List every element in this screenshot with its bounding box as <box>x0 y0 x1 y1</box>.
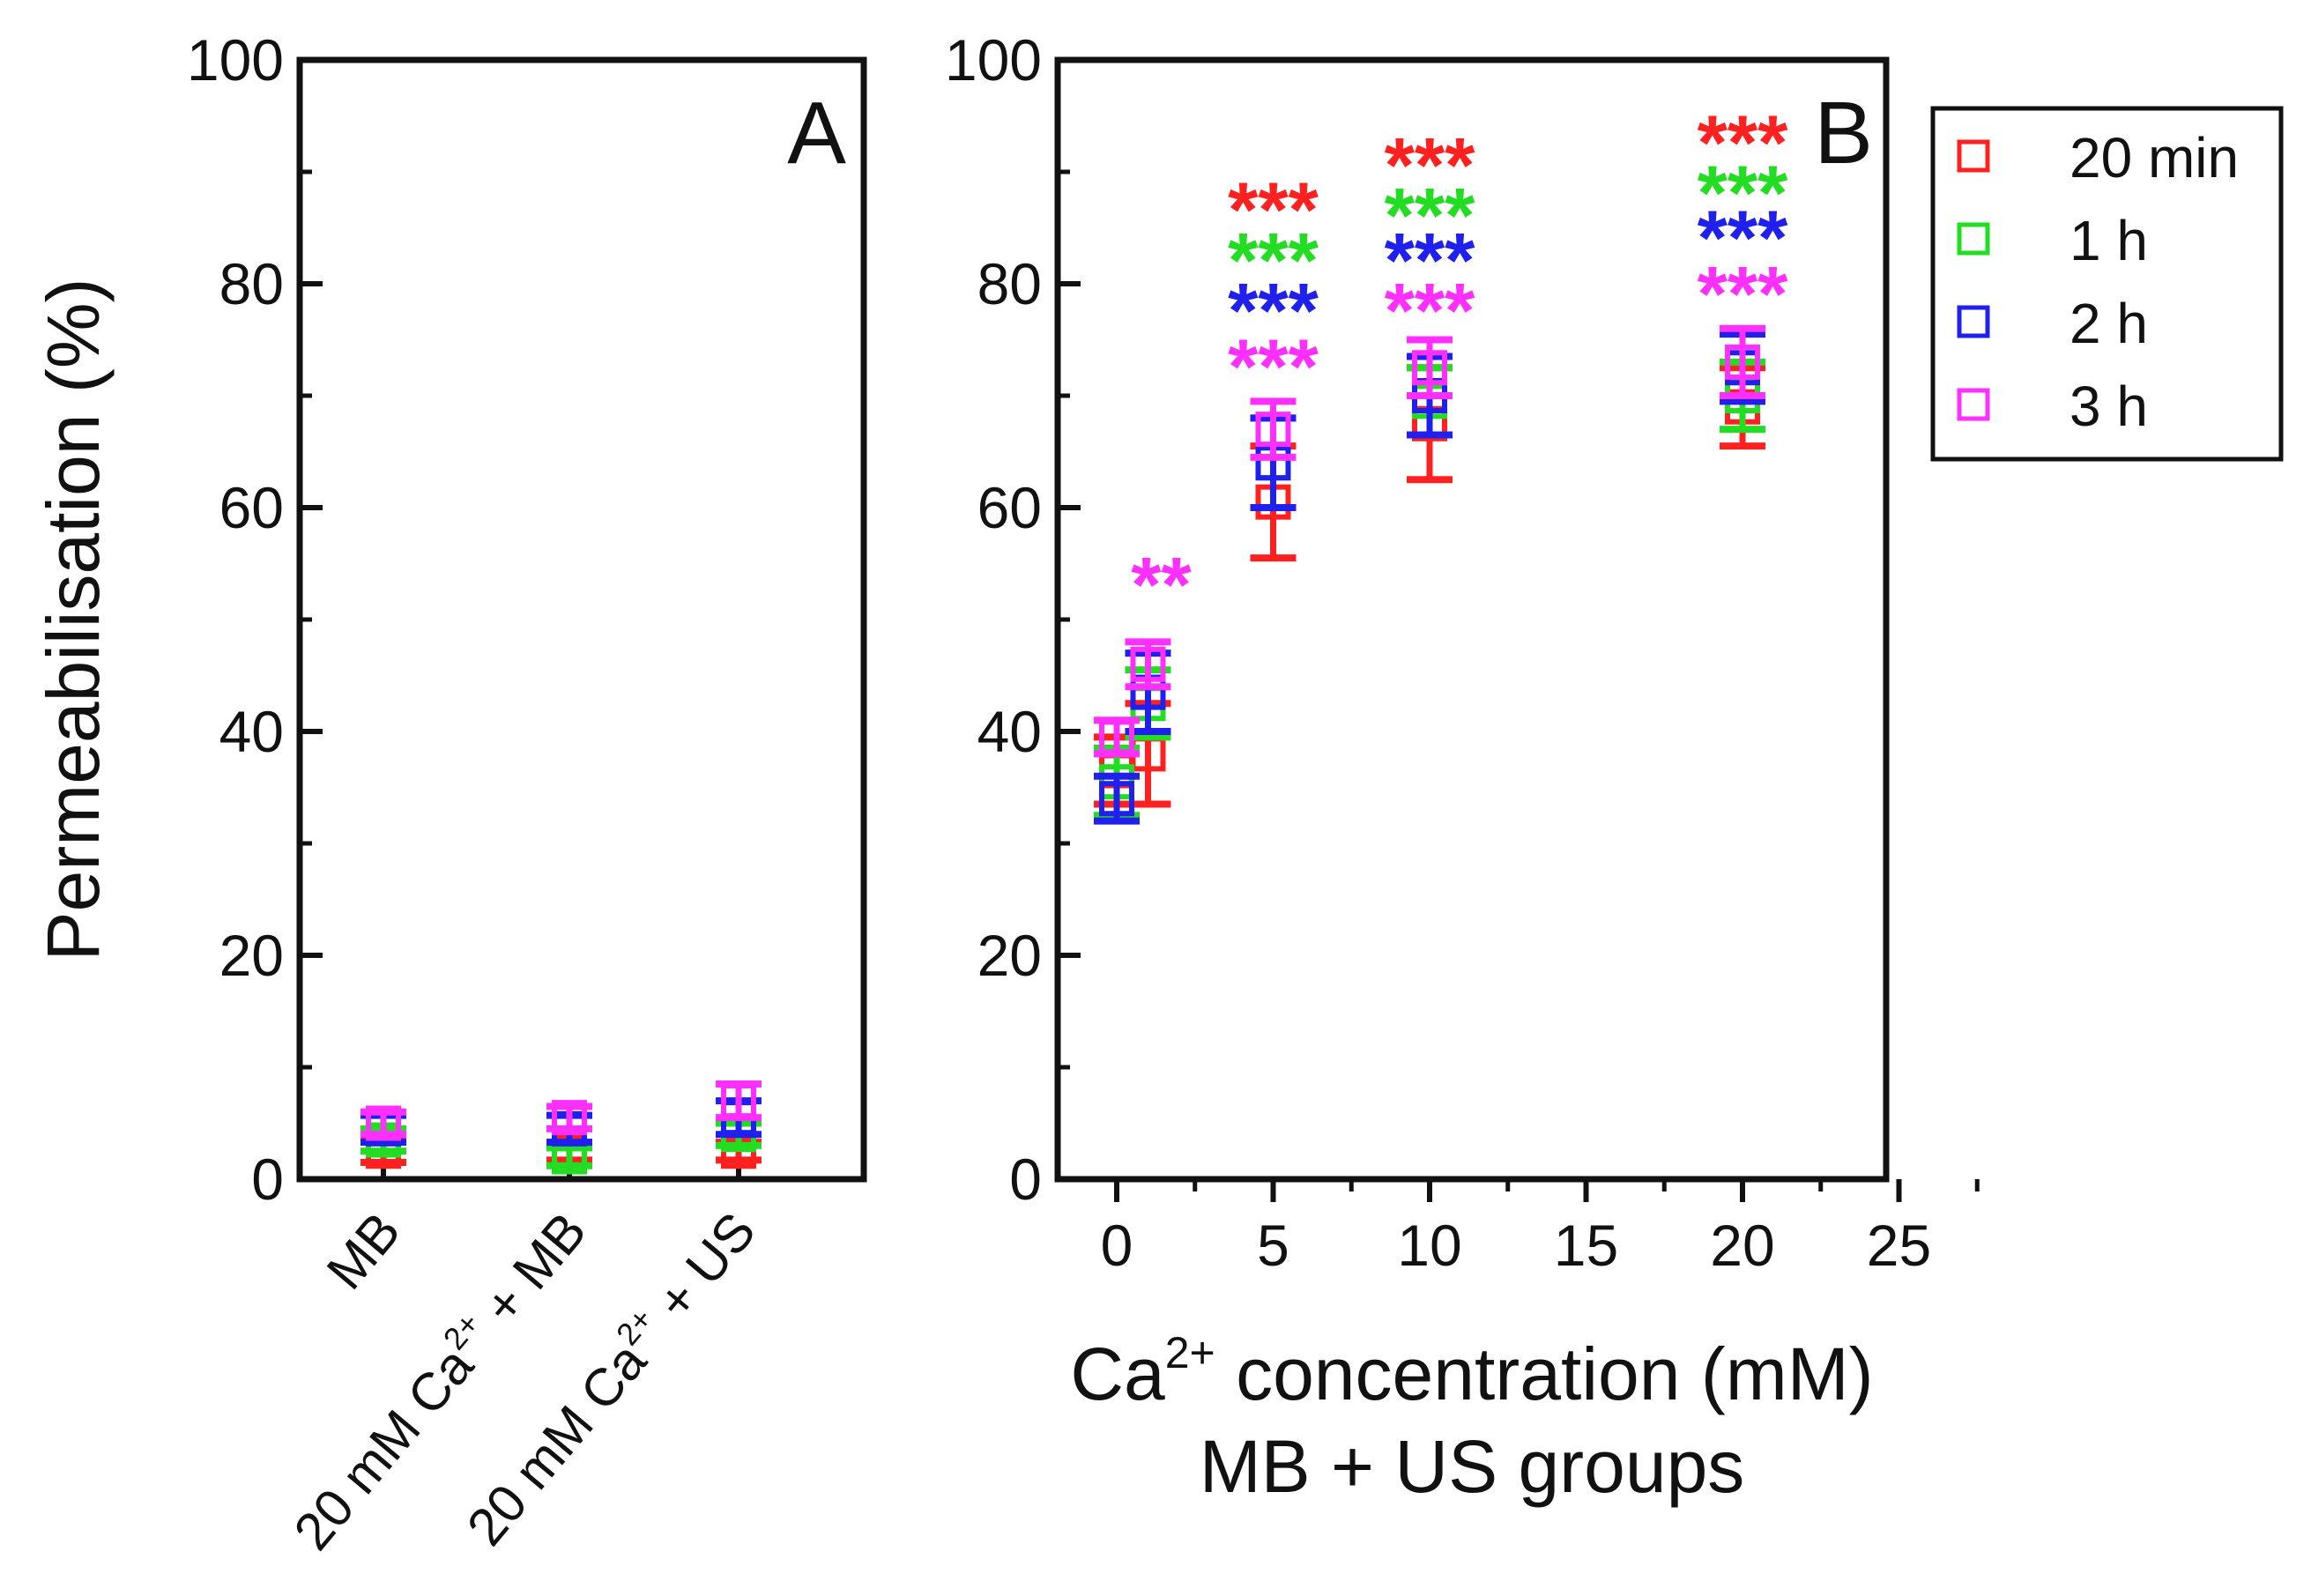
panel-b-label: B <box>1814 84 1873 182</box>
significance-marker: *** <box>1698 249 1788 337</box>
data-point <box>1125 638 1171 691</box>
legend-entry: 3 h <box>1957 375 2148 438</box>
legend-swatch <box>1957 222 1990 256</box>
category-label: 20 mM Ca2+ + US <box>452 1199 767 1556</box>
legend-entry: 20 min <box>1957 126 2239 189</box>
significance-marker: *** <box>1385 216 1475 303</box>
x-axis-label-line2: MB + US groups <box>1200 1425 1745 1508</box>
panel-b-x-tick-label: 25 <box>1867 1213 1931 1278</box>
legend-label: 20 min <box>2069 126 2239 189</box>
significance-marker: *** <box>1385 266 1475 353</box>
panel-b-x-tick-label: 0 <box>1101 1213 1133 1278</box>
data-point <box>1094 716 1140 758</box>
data-point <box>716 1080 762 1122</box>
significance-marker: *** <box>1698 99 1788 186</box>
panel-b-x-tick-label: 10 <box>1397 1213 1461 1278</box>
legend-entry: 2 h <box>1957 292 2148 355</box>
panel-b-y-tick-label: 80 <box>977 251 1042 316</box>
panel-a-data-points <box>360 1080 762 1175</box>
panel-b-data-points <box>1094 324 1765 825</box>
legend-swatch <box>1957 139 1990 173</box>
panel-b-y-tick-label: 60 <box>977 475 1042 540</box>
data-point <box>1407 336 1453 399</box>
significance-marker: *** <box>1228 216 1319 303</box>
panel-b-y-tick-label: 100 <box>945 27 1042 93</box>
legend-swatch <box>1957 305 1990 338</box>
panel-a-y-tick-label: 20 <box>219 923 284 988</box>
panel-b-y-tick-label: 40 <box>977 699 1042 764</box>
panel-b-x-tick-label: 20 <box>1710 1213 1774 1278</box>
significance-marker: *** <box>1698 149 1788 236</box>
significance-marker: *** <box>1385 121 1475 208</box>
panel-a-y-tick-label: 60 <box>219 475 284 540</box>
data-point <box>360 1105 406 1141</box>
data-point <box>1094 772 1140 825</box>
x-axis-label: Ca2+ concentration (mM) <box>1070 1328 1873 1415</box>
panel-a-label: A <box>787 84 846 182</box>
panel-a-y-tick-label: 100 <box>187 27 284 93</box>
significance-marker: ** <box>1131 541 1192 628</box>
panel-a-plot-frame <box>296 56 867 1183</box>
significance-marker: *** <box>1228 266 1319 353</box>
significance-marker: *** <box>1698 194 1788 281</box>
panel-b-significance-markers: ************************************** <box>1131 99 1788 628</box>
panel-a-y-tick-label: 0 <box>251 1147 284 1212</box>
legend: 20 min 1 h 2 h 3 h <box>1930 106 2284 462</box>
panel-a-y-tick-label: 40 <box>219 699 284 764</box>
panel-b-y-axis: 0 20 40 60 80 100 <box>945 27 1081 1212</box>
significance-marker: *** <box>1385 171 1475 258</box>
panel-a-y-axis: 0 20 40 60 80 100 <box>187 27 323 1212</box>
y-axis-label: Permeabilisation (%) <box>32 278 115 961</box>
data-point <box>1250 397 1297 461</box>
legend-label: 3 h <box>2069 375 2148 438</box>
panel-b-y-tick-label: 0 <box>1009 1147 1042 1212</box>
significance-marker: *** <box>1228 323 1319 410</box>
legend-swatch <box>1957 388 1990 421</box>
legend-entry: 1 h <box>1957 209 2148 272</box>
panel-b-x-tick-label: 15 <box>1554 1213 1618 1278</box>
legend-label: 2 h <box>2069 292 2148 355</box>
panel-b-x-tick-label: 5 <box>1257 1213 1289 1278</box>
panel-a: A Permeabilisation (%) 0 20 40 60 80 100 MB 20… <box>32 27 867 1561</box>
significance-marker: *** <box>1228 166 1319 253</box>
panel-a-y-tick-label: 80 <box>219 251 284 316</box>
panel-b-x-axis: 0 5 10 15 20 25 <box>1101 1179 1980 1278</box>
data-point <box>1720 324 1765 399</box>
data-point <box>546 1139 592 1175</box>
data-point <box>546 1100 592 1136</box>
panel-b-y-tick-label: 20 <box>977 923 1042 988</box>
legend-label: 1 h <box>2069 209 2148 272</box>
category-label: MB <box>316 1201 412 1300</box>
legend-frame <box>1930 106 2284 462</box>
